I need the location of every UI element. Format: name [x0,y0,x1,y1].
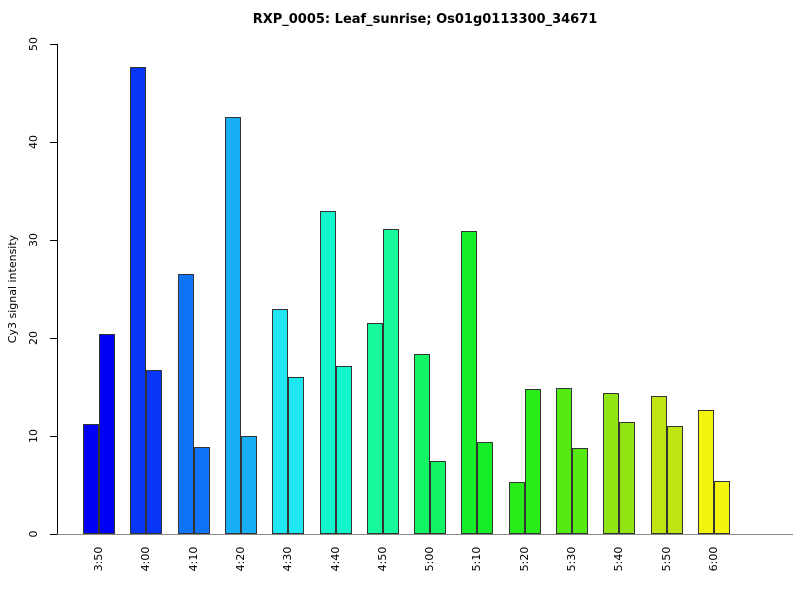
bar [272,309,289,534]
bar [619,422,636,534]
x-tick-label: 4:30 [281,546,295,572]
bar-group [650,396,683,534]
bar [697,410,714,534]
bar [524,389,541,534]
bar-group [83,334,115,534]
y-tick-label: 30 [27,233,40,247]
bar-group [508,389,541,534]
y-tick-label: 0 [27,530,40,538]
bar-group [461,231,494,534]
bar [430,461,447,534]
y-tick-mark [50,240,57,241]
bar-group [366,229,399,534]
x-tick-label: 4:50 [375,546,389,572]
bar [319,211,336,534]
bar [366,323,383,534]
x-tick-label: 5:40 [612,546,626,572]
bar [99,334,115,534]
x-tick-label: 6:00 [706,546,720,572]
bar [666,426,683,534]
bar [477,442,494,534]
bar-group [697,410,730,534]
bar [224,117,241,534]
y-tick-label: 20 [27,331,40,345]
y-tick-mark [50,534,57,535]
x-tick-label: 5:20 [517,546,531,572]
bar-group [177,274,210,534]
bar-group [603,393,636,534]
x-tick-label: 3:50 [92,546,105,572]
bar-group [272,309,305,534]
bar [177,274,194,534]
bar [335,366,352,534]
x-tick-label: 4:20 [233,546,247,572]
bar [288,377,305,534]
y-axis-line [57,44,58,535]
bar [146,370,163,534]
bar-group [224,117,257,534]
bar [556,388,572,534]
bar [650,396,667,534]
plot-area [58,44,792,534]
bar-group [414,354,447,534]
x-tick-label: 5:50 [659,546,673,572]
bar [83,424,99,534]
bar-group [319,211,352,534]
bar [130,67,147,534]
y-tick-mark [50,338,57,339]
y-axis-label: Cy3 signal intensity [6,234,19,344]
y-tick-mark [50,44,57,45]
bar [572,448,588,534]
x-tick-label: 5:00 [423,546,437,572]
chart-title: RXP_0005: Leaf_sunrise; Os01g0113300_346… [252,12,598,27]
bar-group [130,67,163,534]
bar [713,481,730,534]
bar [414,354,431,534]
y-tick-mark [50,436,57,437]
bar [603,393,620,534]
y-tick-label: 40 [27,135,40,149]
bar [193,447,210,534]
x-tick-label: 5:10 [470,546,484,572]
x-tick-label: 5:30 [565,546,578,572]
bar [382,229,399,534]
bar [461,231,478,534]
bar [240,436,257,534]
y-tick-label: 50 [27,37,40,51]
y-tick-label: 10 [27,429,40,443]
x-tick-label: 4:40 [328,546,342,572]
y-tick-mark [50,142,57,143]
x-tick-label: 4:10 [186,546,200,572]
bar [508,482,525,534]
x-tick-label: 4:00 [139,546,153,572]
baseline [57,534,793,535]
bar-group [556,388,588,534]
